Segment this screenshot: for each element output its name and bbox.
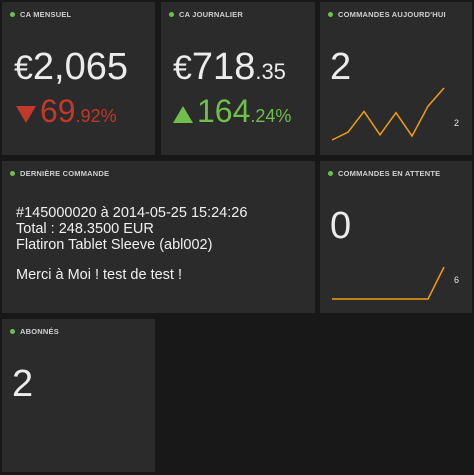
trend-down-icon xyxy=(16,106,36,123)
ca-mensuel-value: €2,065 xyxy=(14,46,128,89)
commandes-en-attente-sparkline xyxy=(332,266,445,300)
status-dot-icon xyxy=(10,329,15,334)
derniere-commande-widget: DERNIÈRE COMMANDE #145000020 à 2014-05-2… xyxy=(2,161,315,313)
trend-up-icon xyxy=(173,106,193,123)
order-product-line: Flatiron Tablet Sleeve (abl002) xyxy=(16,237,213,253)
commandes-aujourdhui-widget: COMMANDES AUJOURD'HUI 2 2 xyxy=(320,2,472,155)
widget-title: CA JOURNALIER xyxy=(169,10,243,19)
status-dot-icon xyxy=(10,171,15,176)
ca-mensuel-trend: 69.92% xyxy=(16,93,117,130)
commandes-en-attente-value: 0 xyxy=(330,205,352,247)
ca-journalier-title: CA JOURNALIER xyxy=(179,10,243,19)
ca-journalier-trend: 164.24% xyxy=(173,93,291,130)
currency-symbol: € xyxy=(173,49,192,87)
ca-mensuel-amount: 2,065 xyxy=(32,46,129,88)
sparkline-max-label: 6 xyxy=(454,275,460,285)
widget-title: COMMANDES AUJOURD'HUI xyxy=(328,10,446,19)
ca-journalier-value: €718.35 xyxy=(173,46,286,89)
status-dot-icon xyxy=(328,171,333,176)
status-dot-icon xyxy=(10,12,15,17)
widget-title: DERNIÈRE COMMANDE xyxy=(10,169,109,178)
spacer xyxy=(16,253,247,267)
status-dot-icon xyxy=(328,12,333,17)
order-total-line: Total : 248.3500 EUR xyxy=(16,221,154,237)
trend-integer: 69 xyxy=(40,93,76,129)
commandes-aujourdhui-sparkline xyxy=(331,87,445,141)
widget-title: CA MENSUEL xyxy=(10,10,71,19)
sparkline-path xyxy=(331,87,445,141)
trend-decimal: .24% xyxy=(250,106,292,126)
ca-journalier-widget: CA JOURNALIER €718.35 164.24% xyxy=(161,2,315,155)
commandes-aujourdhui-value: 2 xyxy=(330,46,352,88)
trend-decimal: .92% xyxy=(75,106,117,126)
abonnes-value: 2 xyxy=(12,363,34,405)
widget-title: COMMANDES EN ATTENTE xyxy=(328,169,440,178)
abonnes-widget: ABONNÉS 2 xyxy=(2,319,155,472)
widget-title: ABONNÉS xyxy=(10,327,59,336)
order-id-line: #145000020 à 2014-05-25 15:24:26 xyxy=(16,205,248,221)
order-details: #145000020 à 2014-05-25 15:24:26 Total :… xyxy=(16,205,247,283)
derniere-commande-title: DERNIÈRE COMMANDE xyxy=(20,169,110,178)
order-comment-line: Merci à Moi ! test de test ! xyxy=(16,267,182,283)
status-dot-icon xyxy=(169,12,174,17)
sparkline-path xyxy=(332,266,445,300)
ca-mensuel-widget: CA MENSUEL €2,065 69.92% xyxy=(2,2,155,155)
ca-journalier-amount: 718 xyxy=(191,46,256,88)
currency-symbol: € xyxy=(14,49,33,87)
sparkline-max-label: 2 xyxy=(454,118,460,128)
ca-journalier-cents: .35 xyxy=(255,59,286,84)
commandes-en-attente-widget: COMMANDES EN ATTENTE 0 6 xyxy=(320,161,472,313)
commandes-aujourdhui-title: COMMANDES AUJOURD'HUI xyxy=(338,10,446,19)
commandes-en-attente-title: COMMANDES EN ATTENTE xyxy=(338,169,441,178)
trend-integer: 164 xyxy=(197,93,251,129)
abonnes-title: ABONNÉS xyxy=(20,327,59,336)
ca-mensuel-title: CA MENSUEL xyxy=(20,10,72,19)
